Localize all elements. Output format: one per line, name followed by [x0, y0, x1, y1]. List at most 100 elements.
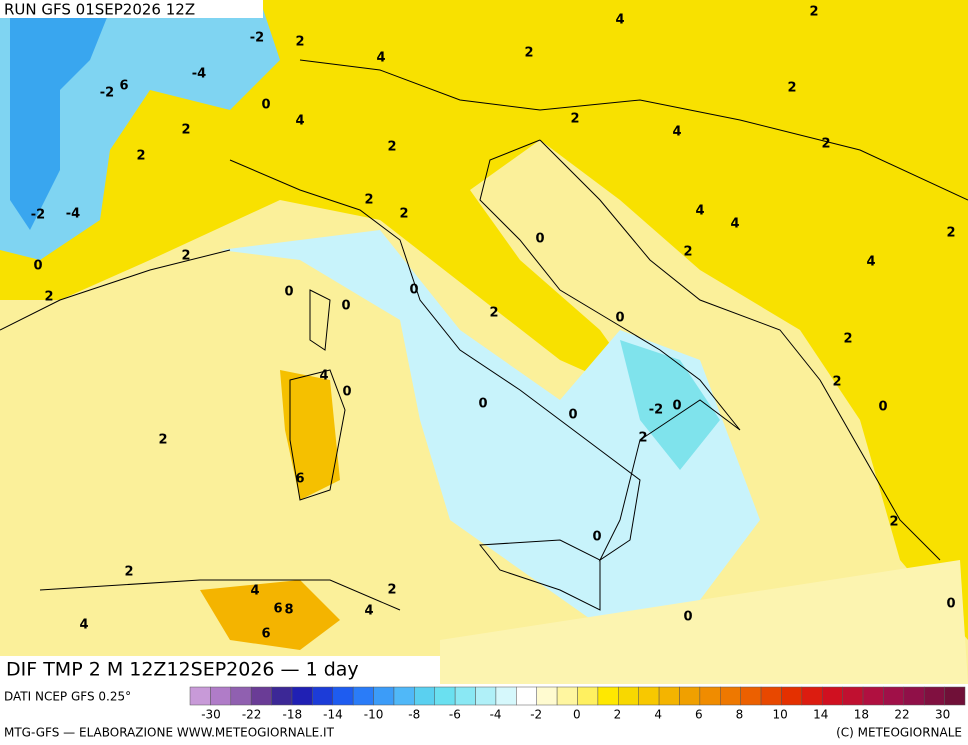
contour-label: 0: [946, 597, 955, 612]
colorbar-label: -22: [242, 708, 262, 722]
run-label-box: [0, 0, 263, 18]
contour-label: 0: [535, 232, 544, 247]
contour-label: 6: [295, 472, 304, 487]
colorbar-swatch: [699, 686, 721, 706]
contour-label: -2: [250, 31, 264, 46]
contour-label: 2: [387, 140, 396, 155]
colorbar-swatch: [271, 686, 293, 706]
colorbar-label: 0: [573, 708, 581, 722]
coastlines: [0, 59, 968, 611]
contour-label: 2: [124, 565, 133, 580]
colorbar-swatch: [434, 686, 456, 706]
colorbar: -30 -22 -18 -14 -10 -8 -6 -4 -2 0 2 4 6 8 10 14 18 22 30: [189, 686, 966, 722]
colorbar-label: 4: [654, 708, 662, 722]
contour-label: 0: [284, 285, 293, 300]
contour-label: 0: [341, 299, 350, 314]
contour-label: 0: [878, 400, 887, 415]
contour-label: 2: [295, 35, 304, 50]
colorbar-swatch: [393, 686, 415, 706]
colorbar-swatch: [862, 686, 884, 706]
contour-label: 2: [136, 149, 145, 164]
contour-label: 6: [261, 627, 270, 642]
colorbar-label: 18: [854, 708, 869, 722]
colorbar-label: -10: [364, 708, 384, 722]
copyright-label: (C) METEOGIORNALE: [836, 726, 962, 740]
colorbar-label: -6: [449, 708, 461, 722]
contour-label: 6: [119, 79, 128, 94]
contour-label: 0: [409, 283, 418, 298]
contour-label: 0: [33, 259, 42, 274]
contour-label: 2: [843, 332, 852, 347]
colorbar-swatch: [454, 686, 476, 706]
colorbar-label: 14: [813, 708, 828, 722]
contour-label: 2: [889, 515, 898, 530]
colorbar-swatch: [883, 686, 905, 706]
contour-label: 2: [399, 207, 408, 222]
contour-label: 2: [181, 249, 190, 264]
credit-label: MTG-GFS — ELABORAZIONE WWW.METEOGIORNALE…: [4, 726, 335, 740]
colorbar-swatch: [821, 686, 843, 706]
contour-label: 4: [730, 217, 739, 232]
contour-label: 4: [319, 369, 328, 384]
colorbar-swatch: [495, 686, 517, 706]
contour-label: 2: [821, 137, 830, 152]
contour-label: 2: [181, 123, 190, 138]
contour-label: 2: [683, 245, 692, 260]
contour-label: -2: [100, 86, 114, 101]
colorbar-label: -2: [530, 708, 542, 722]
contour-label: 2: [387, 583, 396, 598]
colorbar-swatch: [720, 686, 741, 706]
contour-label: 4: [295, 114, 304, 129]
colorbar-swatch: [373, 686, 395, 706]
colorbar-swatch: [332, 686, 354, 706]
contour-label: 4: [866, 255, 875, 270]
contour-label: 4: [364, 604, 373, 619]
contour-label: 2: [946, 226, 955, 241]
contour-label: 0: [683, 610, 692, 625]
contour-label: 4: [250, 584, 259, 599]
colorbar-swatch: [352, 686, 374, 706]
map-fields: [0, 0, 968, 684]
field-label-box: [0, 656, 440, 684]
contour-label: 4: [672, 125, 681, 140]
contour-label: 2: [364, 193, 373, 208]
source-label: DATI NCEP GFS 0.25°: [4, 690, 131, 704]
contour-label: -2: [31, 208, 45, 223]
contour-label: 4: [376, 51, 385, 66]
colorbar-label: -4: [490, 708, 502, 722]
colorbar-label: 30: [935, 708, 950, 722]
colorbar-swatch: [250, 686, 272, 706]
colorbar-swatch: [536, 686, 558, 706]
colorbar-swatch: [556, 686, 578, 706]
contour-label: 2: [158, 433, 167, 448]
colorbar-label: 22: [894, 708, 909, 722]
contour-label: 8: [284, 603, 293, 618]
contour-label: 0: [592, 530, 601, 545]
colorbar-swatch: [842, 686, 864, 706]
contour-label: 4: [615, 13, 624, 28]
contour-label: 0: [568, 408, 577, 423]
contour-label: 2: [638, 431, 647, 446]
contour-label: 6: [273, 602, 282, 617]
colorbar-label: -8: [408, 708, 420, 722]
contour-label: -2: [649, 403, 663, 418]
run-label: RUN GFS 01SEP2026 12Z: [4, 1, 195, 19]
colorbar-swatch: [516, 686, 537, 706]
contour-label: 0: [672, 399, 681, 414]
colorbar-label: 6: [695, 708, 703, 722]
colorbar-swatch: [801, 686, 823, 706]
colorbar-swatch: [638, 686, 660, 706]
colorbar-label: -14: [323, 708, 343, 722]
contour-label: 0: [261, 98, 270, 113]
colorbar-swatch: [781, 686, 803, 706]
contour-label: -4: [192, 67, 206, 82]
colorbar-label: 2: [614, 708, 622, 722]
contour-label: 4: [695, 204, 704, 219]
colorbar-swatch: [597, 686, 619, 706]
colorbar-label: -18: [282, 708, 302, 722]
colorbar-swatch: [189, 686, 211, 706]
contour-label: 2: [787, 81, 796, 96]
colorbar-swatch: [740, 686, 762, 706]
